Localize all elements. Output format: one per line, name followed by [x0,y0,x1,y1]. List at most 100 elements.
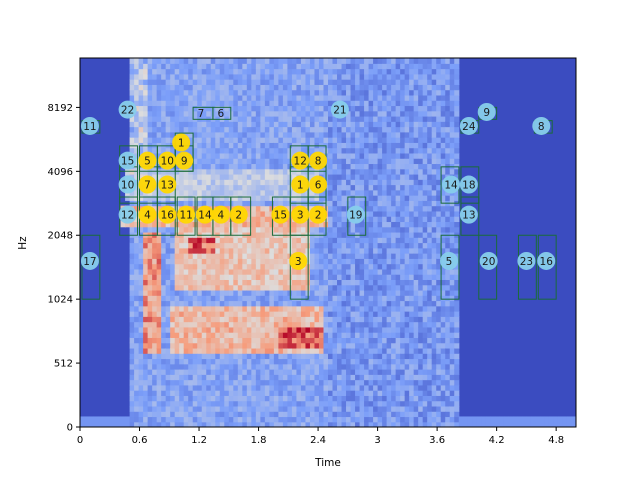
heat-cell [134,189,140,196]
heat-cell [246,173,252,180]
heat-cell [134,173,140,180]
heat-cell [377,216,383,223]
heat-cell [341,115,347,122]
heat-cell [323,353,329,360]
heat-cell [291,400,298,407]
heat-cell [422,411,428,418]
heat-cell [300,284,307,291]
heat-cell [314,284,320,291]
heat-cell [364,289,370,296]
heat-cell [233,305,239,312]
heat-cell [382,342,388,349]
heat-cell [346,226,352,233]
heat-cell [436,152,442,159]
heat-cell [337,216,343,223]
heat-cell [237,63,243,70]
heat-cell [346,400,352,407]
heat-cell [206,147,212,154]
heat-cell [359,105,365,112]
heat-cell [165,84,171,91]
heat-cell [219,184,225,191]
heat-cell [368,242,374,249]
heat-cell [350,200,356,207]
heat-cell [264,358,270,365]
heat-cell [161,337,167,344]
heat-cell [188,58,194,64]
heat-cell [373,253,379,259]
heat-cell [341,337,347,344]
heat-cell [350,279,356,286]
heat-cell [436,168,442,175]
heat-cell [138,316,144,323]
heat-cell [309,195,316,201]
heat-cell [404,216,410,223]
heat-cell [377,63,383,70]
heat-cell [192,68,198,75]
heat-cell [273,332,279,338]
heat-cell [413,421,419,427]
heat-cell [224,300,230,307]
heat-cell [210,274,216,280]
heat-cell [269,68,275,75]
heat-cell [309,421,316,427]
heat-cell [409,268,415,275]
heat-cell [382,321,388,328]
heat-cell [210,321,216,328]
heat-cell [269,115,275,122]
heat-cell [134,347,140,354]
heat-cell [305,89,311,96]
heat-cell [147,73,153,80]
heat-cell [418,79,424,85]
heat-cell [251,353,257,360]
heat-cell [269,84,275,91]
heat-cell [382,189,388,196]
heat-cell [440,347,446,354]
heat-cell [264,221,270,228]
heat-cell [296,379,302,386]
heat-cell [300,295,307,302]
heat-cell [431,137,437,143]
heat-cell [413,374,419,381]
heat-cell [165,326,171,333]
heat-cell [260,94,266,101]
heat-cell [246,84,252,91]
heat-cell [138,337,144,344]
heat-cell [273,268,279,275]
heat-cell [233,115,239,122]
heat-cell [364,405,370,412]
heat-cell [386,110,392,117]
heat-cell [427,168,433,175]
heat-cell [242,200,248,207]
heat-cell [409,68,415,75]
heat-cell [377,94,383,101]
heat-cell [422,342,428,349]
heat-cell [440,121,446,128]
heat-cell [337,416,343,423]
heat-cell [318,300,325,307]
heat-cell [382,295,388,302]
heat-cell [237,237,243,244]
heat-cell [170,237,176,244]
heat-cell [332,168,338,175]
heat-cell [395,358,401,365]
heat-cell [228,163,234,170]
heat-cell [228,200,234,207]
heat-cell [147,274,153,280]
heat-cell [314,353,320,360]
heat-cell [282,105,289,112]
heat-cell [161,279,167,286]
heat-cell [440,326,446,333]
heat-cell [282,242,289,249]
heat-cell [215,73,221,80]
heat-cell [129,137,135,143]
heat-cell [323,279,329,286]
heat-cell [445,147,451,154]
heat-cell [309,79,316,85]
heat-cell [192,305,198,312]
heat-cell [174,253,180,259]
heat-cell [386,147,392,154]
heat-cell [282,163,289,170]
heat-cell [323,79,329,85]
heat-cell [332,332,338,338]
heat-cell [138,189,144,196]
